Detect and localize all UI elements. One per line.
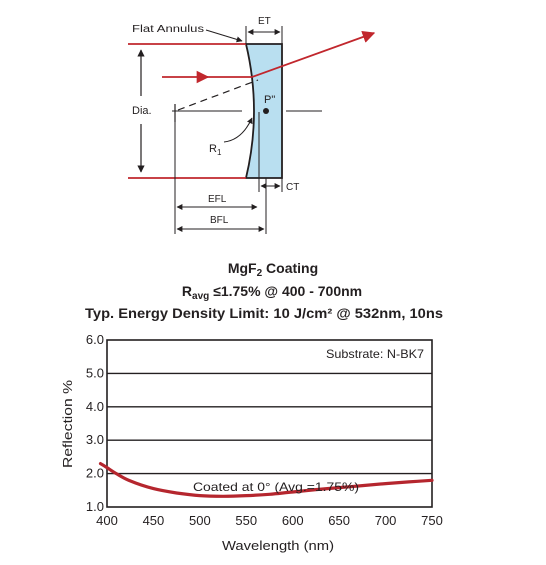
principal-point-label: P" — [264, 94, 275, 106]
x-tick-labels: 400 450 500 550 600 650 700 750 — [96, 513, 443, 528]
series-line-reflection — [98, 462, 434, 498]
coating-ravg-text: ≤1.75% @ 400 - 700nm — [209, 283, 362, 299]
x-tick-label-550: 550 — [235, 513, 257, 528]
x-tick-label-500: 500 — [189, 513, 211, 528]
x-tick-label-400: 400 — [96, 513, 118, 528]
y-tick-label-2.0: 2.0 — [86, 466, 104, 481]
virtual-ray — [177, 79, 259, 111]
principal-point — [263, 108, 269, 114]
dia-label: Dia. — [132, 105, 152, 117]
flat-annulus-leader — [205, 29, 243, 43]
x-tick-label-700: 700 — [375, 513, 397, 528]
coating-title: MgF2 Coating — [228, 260, 318, 279]
gridlines — [107, 372, 432, 475]
y-tick-label-6.0: 6.0 — [86, 332, 104, 347]
efl-label: EFL — [208, 194, 227, 205]
y-tick-label-3.0: 3.0 — [86, 432, 104, 447]
refracted-ray — [251, 30, 376, 78]
coating-title-post: Coating — [262, 260, 318, 276]
radius-label: R1 — [209, 143, 222, 157]
coating-title-pre: MgF — [228, 260, 257, 276]
reflection-chart: 1.0 2.0 3.0 4.0 5.0 6.0 400 450 500 550 600 650 700… — [60, 332, 443, 553]
radius-label-r: R — [209, 143, 217, 155]
coating-heading: MgF2 Coating Ravg ≤1.75% @ 400 - 700nm T… — [85, 260, 443, 321]
coating-energy-limit: Typ. Energy Density Limit: 10 J/cm² @ 53… — [85, 305, 443, 321]
ct-label: CT — [286, 182, 299, 193]
y-tick-label-1.0: 1.0 — [86, 499, 104, 514]
bfl-label: BFL — [210, 215, 229, 226]
coating-ravg-r: R — [182, 283, 192, 299]
x-tick-label-750: 750 — [421, 513, 443, 528]
radius-label-sub: 1 — [217, 148, 222, 157]
coating-ravg: Ravg ≤1.75% @ 400 - 700nm — [182, 283, 362, 302]
et-label: ET — [258, 16, 271, 27]
x-tick-label-600: 600 — [282, 513, 304, 528]
y-tick-label-5.0: 5.0 — [86, 365, 104, 380]
radius-leader — [223, 117, 253, 143]
y-tick-label-4.0: 4.0 — [86, 399, 104, 414]
lens-diagram: Dia. ET Flat Annulus P" R1 CT EFL BFL — [128, 16, 376, 234]
plot-frame — [106, 339, 433, 508]
x-tick-label-650: 650 — [328, 513, 350, 528]
x-axis-label: Wavelength (nm) — [222, 538, 334, 553]
flat-annulus-label: Flat Annulus — [132, 24, 204, 35]
y-axis-label: Reflection % — [60, 379, 75, 468]
y-tick-labels: 1.0 2.0 3.0 4.0 5.0 6.0 — [86, 332, 104, 514]
x-tick-label-450: 450 — [143, 513, 165, 528]
coating-ravg-sub: avg — [192, 291, 209, 302]
substrate-annotation: Substrate: N-BK7 — [326, 347, 424, 361]
coating-title-sub: 2 — [257, 268, 263, 279]
coated-annotation: Coated at 0° (Avg.=1.75%) — [193, 480, 359, 494]
